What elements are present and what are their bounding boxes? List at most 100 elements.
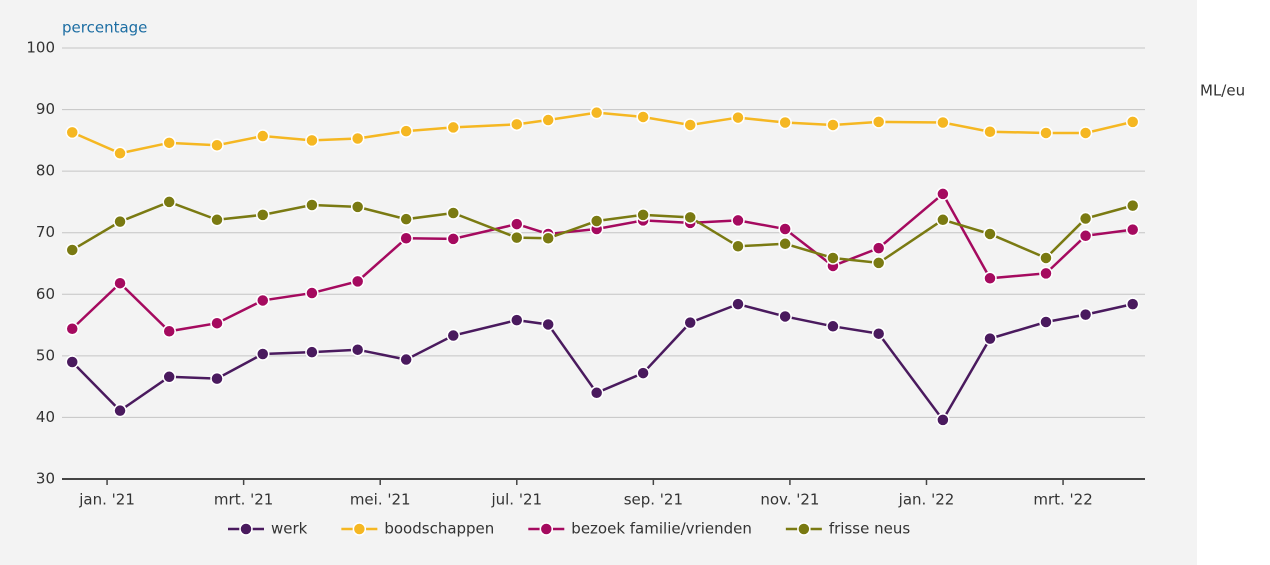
data-point [350, 274, 365, 289]
legend-marker [239, 522, 253, 536]
data-point [1078, 229, 1093, 243]
data-point [1125, 198, 1140, 213]
y-tick-label: 60 [36, 285, 55, 303]
data-point [65, 125, 79, 140]
x-tick-label: jan. '21 [78, 491, 135, 509]
data-point [305, 133, 319, 148]
y-tick-label: 90 [36, 100, 55, 118]
data-point [65, 243, 79, 257]
data-point [936, 413, 950, 427]
data-point [826, 118, 840, 132]
y-tick-label: 70 [36, 223, 55, 241]
y-tick-label: 30 [36, 470, 55, 488]
data-point [210, 213, 224, 227]
data-point [731, 239, 745, 254]
data-point [983, 331, 997, 346]
data-point [589, 105, 604, 120]
data-point [305, 345, 319, 359]
data-point [983, 124, 997, 139]
data-point [1078, 126, 1093, 140]
data-point [510, 230, 524, 245]
data-point [871, 241, 886, 255]
data-point [541, 317, 555, 332]
data-point [731, 297, 745, 311]
data-point [1039, 251, 1053, 265]
data-point [510, 313, 524, 327]
data-point [510, 117, 524, 132]
data-point [871, 256, 886, 270]
data-point [778, 222, 792, 236]
data-point [162, 195, 176, 209]
data-point [256, 347, 270, 361]
data-point [778, 115, 792, 130]
data-point [589, 386, 604, 400]
data-point [731, 213, 745, 228]
data-point [305, 198, 319, 212]
data-point [256, 129, 270, 143]
y-tick-label: 40 [36, 408, 55, 426]
data-point [1078, 211, 1093, 226]
data-point [162, 324, 176, 338]
x-tick-label: nov. '21 [760, 491, 819, 509]
data-point [871, 326, 886, 341]
data-point [350, 342, 365, 357]
data-point [256, 293, 270, 308]
x-tick-label: sep. '21 [624, 491, 683, 509]
x-tick-label: mei. '21 [350, 491, 411, 509]
legend-marker [797, 522, 811, 536]
data-point [636, 110, 650, 124]
data-point [871, 115, 886, 129]
x-tick-label: mrt. '21 [214, 491, 273, 509]
data-point [936, 115, 950, 130]
data-point [826, 319, 840, 334]
data-point [1039, 266, 1053, 281]
data-point [589, 214, 604, 228]
data-point [983, 227, 997, 241]
data-point [1125, 297, 1140, 311]
data-point [399, 212, 413, 226]
y-tick-label: 80 [36, 162, 55, 180]
y-axis-label: percentage [62, 19, 147, 37]
data-point [399, 124, 413, 138]
data-point [446, 328, 461, 343]
x-tick-label: jan. '22 [898, 491, 955, 509]
data-point [683, 315, 697, 330]
data-point [778, 309, 792, 324]
data-point [65, 322, 79, 336]
legend-label: werk [271, 520, 308, 538]
data-point [731, 110, 745, 125]
data-point [1039, 315, 1053, 329]
x-tick-label: jul. '21 [490, 491, 542, 509]
data-point [636, 208, 650, 222]
watermark: ML/eu [1200, 82, 1245, 100]
data-point [636, 366, 650, 380]
data-point [210, 316, 224, 330]
data-point [983, 271, 997, 286]
data-point [113, 214, 127, 229]
data-point [446, 232, 461, 246]
data-point [510, 217, 524, 231]
y-tick-label: 100 [26, 39, 55, 57]
data-point [778, 237, 792, 251]
data-point [683, 118, 697, 132]
data-point [256, 208, 270, 222]
data-point [210, 371, 224, 386]
data-point [113, 276, 127, 290]
data-point [1078, 307, 1093, 322]
data-point [936, 187, 950, 201]
data-point [1039, 126, 1053, 140]
data-point [936, 213, 950, 227]
data-point [541, 113, 555, 127]
data-point [446, 206, 461, 220]
data-point [399, 352, 413, 367]
x-tick-label: mrt. '22 [1033, 491, 1092, 509]
data-point [350, 200, 365, 214]
data-point [446, 120, 461, 135]
data-point [399, 231, 413, 246]
data-point [1125, 222, 1140, 237]
plot-background [0, 0, 1197, 565]
data-point [305, 286, 319, 300]
data-point [113, 146, 127, 161]
data-point [113, 403, 127, 418]
legend-marker [539, 522, 554, 536]
